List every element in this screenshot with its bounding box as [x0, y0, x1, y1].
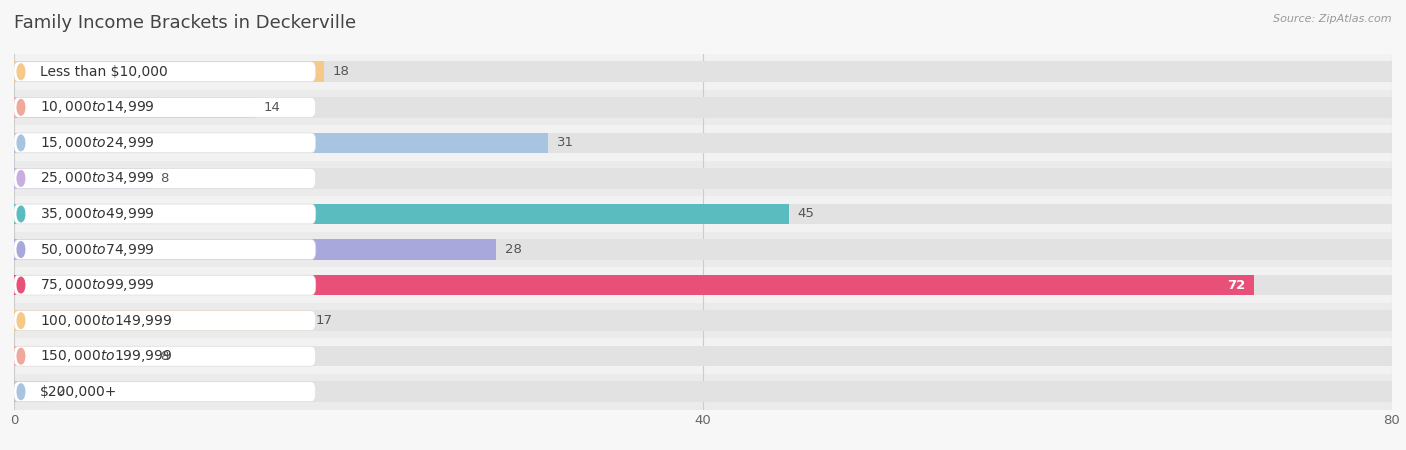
Bar: [14, 125, 1392, 161]
Bar: [14, 374, 1392, 410]
Bar: [14, 346, 152, 366]
Bar: [14, 310, 307, 331]
Bar: [14, 204, 789, 224]
Bar: [14, 239, 1392, 260]
Text: $35,000 to $49,999: $35,000 to $49,999: [39, 206, 155, 222]
Text: $15,000 to $24,999: $15,000 to $24,999: [39, 135, 155, 151]
Text: $200,000+: $200,000+: [39, 385, 117, 399]
Bar: [14, 275, 1254, 295]
Bar: [14, 90, 1392, 125]
Bar: [14, 62, 325, 82]
Bar: [14, 133, 1392, 153]
Bar: [14, 62, 1392, 82]
Circle shape: [17, 171, 25, 186]
Bar: [14, 267, 1392, 303]
Circle shape: [17, 384, 25, 400]
Bar: [14, 196, 1392, 232]
Bar: [14, 232, 1392, 267]
Bar: [14, 338, 1392, 374]
FancyBboxPatch shape: [14, 168, 316, 189]
FancyBboxPatch shape: [14, 310, 316, 331]
Text: 2: 2: [58, 385, 66, 398]
Text: 72: 72: [1227, 279, 1246, 292]
Bar: [14, 168, 1392, 189]
FancyBboxPatch shape: [14, 382, 316, 402]
Text: $100,000 to $149,999: $100,000 to $149,999: [39, 313, 173, 328]
Bar: [14, 310, 1392, 331]
Circle shape: [17, 206, 25, 222]
FancyBboxPatch shape: [14, 62, 316, 82]
Text: $50,000 to $74,999: $50,000 to $74,999: [39, 242, 155, 257]
Bar: [14, 168, 152, 189]
Text: $75,000 to $99,999: $75,000 to $99,999: [39, 277, 155, 293]
Bar: [14, 204, 1392, 224]
Bar: [14, 133, 548, 153]
FancyBboxPatch shape: [14, 275, 316, 295]
Text: 28: 28: [505, 243, 522, 256]
Circle shape: [17, 348, 25, 364]
Bar: [14, 275, 1392, 295]
Text: $150,000 to $199,999: $150,000 to $199,999: [39, 348, 173, 364]
FancyBboxPatch shape: [14, 204, 316, 224]
Bar: [14, 382, 1392, 402]
Text: Source: ZipAtlas.com: Source: ZipAtlas.com: [1274, 14, 1392, 23]
FancyBboxPatch shape: [14, 133, 316, 153]
FancyBboxPatch shape: [14, 239, 316, 260]
Circle shape: [17, 277, 25, 293]
Circle shape: [17, 99, 25, 115]
Text: $10,000 to $14,999: $10,000 to $14,999: [39, 99, 155, 115]
Bar: [14, 97, 256, 117]
FancyBboxPatch shape: [14, 346, 316, 366]
Bar: [14, 346, 1392, 366]
Text: Less than $10,000: Less than $10,000: [39, 65, 167, 79]
Circle shape: [17, 135, 25, 151]
Circle shape: [17, 313, 25, 328]
Bar: [14, 382, 48, 402]
Text: 8: 8: [160, 172, 169, 185]
Text: 14: 14: [264, 101, 281, 114]
FancyBboxPatch shape: [14, 97, 316, 117]
Text: 31: 31: [557, 136, 574, 149]
Circle shape: [17, 242, 25, 257]
Text: 17: 17: [315, 314, 332, 327]
Text: 45: 45: [797, 207, 814, 220]
Bar: [14, 239, 496, 260]
Text: Family Income Brackets in Deckerville: Family Income Brackets in Deckerville: [14, 14, 356, 32]
Circle shape: [17, 64, 25, 80]
Text: 8: 8: [160, 350, 169, 363]
Bar: [14, 161, 1392, 196]
Bar: [14, 54, 1392, 90]
Bar: [14, 97, 1392, 117]
Bar: [14, 303, 1392, 338]
Text: $25,000 to $34,999: $25,000 to $34,999: [39, 171, 155, 186]
Text: 18: 18: [333, 65, 350, 78]
